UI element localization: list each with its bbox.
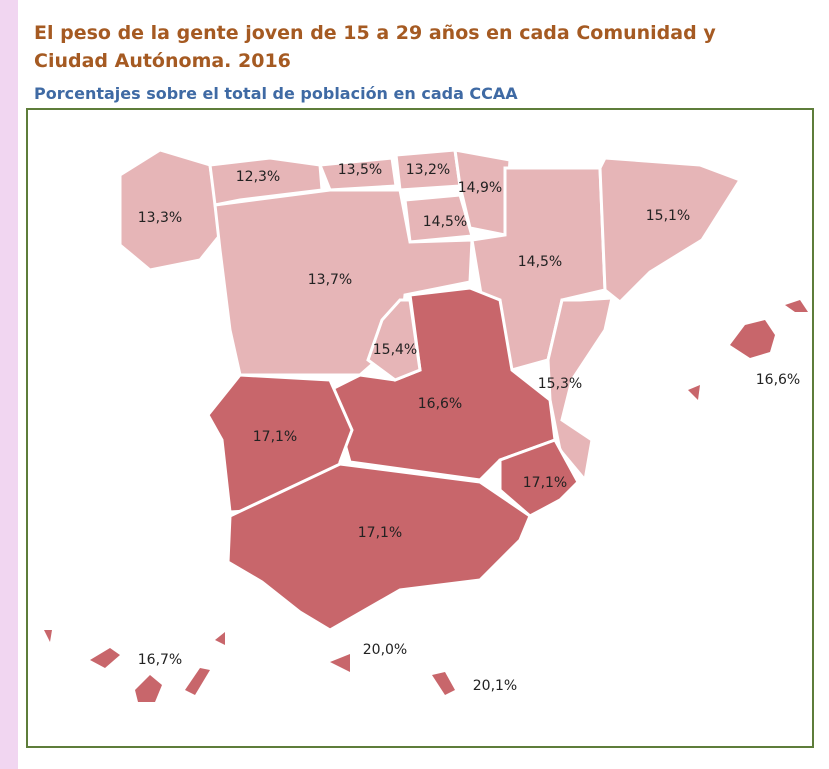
region-label: 15,3% — [538, 376, 582, 392]
region-label: 12,3% — [236, 169, 280, 185]
territory — [432, 672, 455, 695]
island — [215, 632, 225, 645]
region-label: 14,5% — [423, 214, 467, 230]
region — [546, 296, 614, 484]
region-label: 15,4% — [373, 342, 417, 358]
region-label: 17,1% — [523, 475, 567, 491]
island — [688, 385, 700, 400]
region-label: 16,6% — [756, 372, 800, 388]
region — [226, 462, 532, 632]
island — [44, 630, 52, 642]
region-label: 20,0% — [363, 642, 407, 658]
region-label: 13,7% — [308, 272, 352, 288]
region-label: 17,1% — [358, 525, 402, 541]
region — [213, 188, 474, 377]
territory — [330, 654, 350, 672]
region — [317, 156, 398, 192]
island — [135, 675, 162, 702]
region-label: 14,9% — [458, 180, 502, 196]
labels: 13,3% 12,3% 13,5% 13,2% 14,9% 14,5% 13,7% 14,5%… — [138, 162, 800, 694]
region-label: 13,3% — [138, 210, 182, 226]
region-label: 13,5% — [338, 162, 382, 178]
regions — [44, 148, 808, 702]
island — [90, 648, 120, 668]
region-label: 20,1% — [473, 678, 517, 694]
island — [785, 300, 808, 312]
subtitle: Porcentajes sobre el total de población … — [34, 84, 518, 103]
region-label: 17,1% — [253, 429, 297, 445]
region-label: 14,5% — [518, 254, 562, 270]
region-label: 16,7% — [138, 652, 182, 668]
region — [328, 286, 557, 482]
region-label: 16,6% — [418, 396, 462, 412]
region — [598, 156, 743, 305]
region — [498, 438, 580, 518]
title: Ciudad Autónoma. 2016 — [34, 50, 291, 72]
region-label: 13,2% — [406, 162, 450, 178]
island — [185, 668, 210, 695]
region — [453, 148, 512, 237]
region — [118, 148, 222, 272]
title: El peso de la gente joven de 15 a 29 año… — [34, 22, 716, 44]
island — [730, 320, 775, 358]
region — [366, 298, 422, 382]
frame — [26, 108, 814, 748]
region-label: 15,1% — [646, 208, 690, 224]
